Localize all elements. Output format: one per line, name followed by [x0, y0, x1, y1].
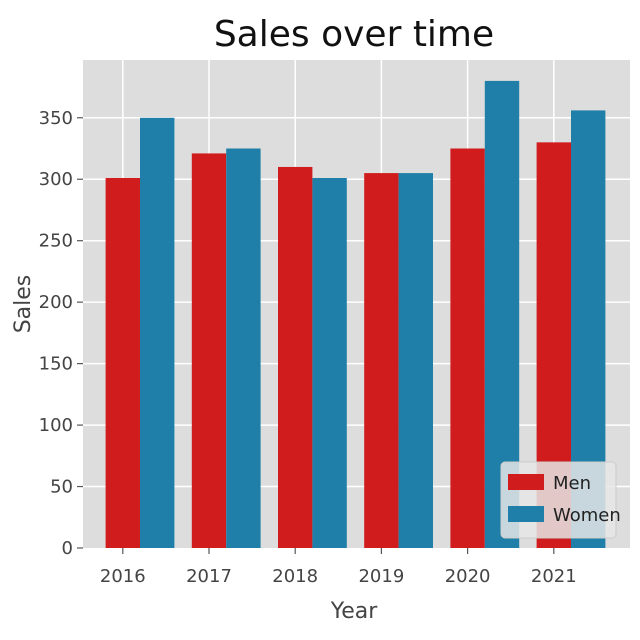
- legend-label-men: Men: [553, 473, 591, 494]
- bar-women-2016: [140, 117, 175, 548]
- bar-women-2017: [226, 148, 261, 548]
- x-tick-label: 2017: [186, 566, 232, 587]
- bars: [105, 80, 606, 549]
- chart-title: Sales over time: [214, 14, 494, 55]
- x-tick-label: 2019: [358, 566, 404, 587]
- y-tick-label: 50: [50, 477, 73, 498]
- y-tick-label: 350: [39, 108, 73, 129]
- y-tick-label: 100: [39, 415, 73, 436]
- x-tick-label: 2018: [272, 566, 318, 587]
- y-tick-label: 0: [62, 538, 73, 559]
- y-tick-label: 250: [39, 231, 73, 252]
- y-tick-label: 200: [39, 292, 73, 313]
- bar-men-2016: [105, 178, 140, 548]
- legend-swatch-women: [508, 506, 544, 522]
- y-axis-label: Sales: [11, 275, 36, 334]
- bar-men-2020: [450, 148, 485, 548]
- x-axis-label: Year: [330, 599, 379, 624]
- y-tick-label: 150: [39, 354, 73, 375]
- legend: Men Women: [500, 461, 621, 539]
- bar-men-2017: [191, 153, 227, 548]
- x-tick-label: 2016: [100, 566, 146, 587]
- x-axis-ticks: 2016 2017 2018 2019 2020 2021: [100, 548, 577, 587]
- legend-label-women: Women: [553, 505, 621, 526]
- y-axis-ticks: 0 50 100 150 200 250 300 350: [39, 108, 83, 559]
- x-tick-label: 2020: [445, 566, 491, 587]
- bar-women-2019: [398, 173, 433, 548]
- y-tick-label: 300: [39, 169, 73, 190]
- x-tick-label: 2021: [531, 566, 577, 587]
- legend-swatch-men: [508, 474, 544, 490]
- bar-men-2019: [364, 173, 399, 548]
- bar-women-2018: [312, 178, 347, 548]
- bar-men-2018: [278, 166, 313, 548]
